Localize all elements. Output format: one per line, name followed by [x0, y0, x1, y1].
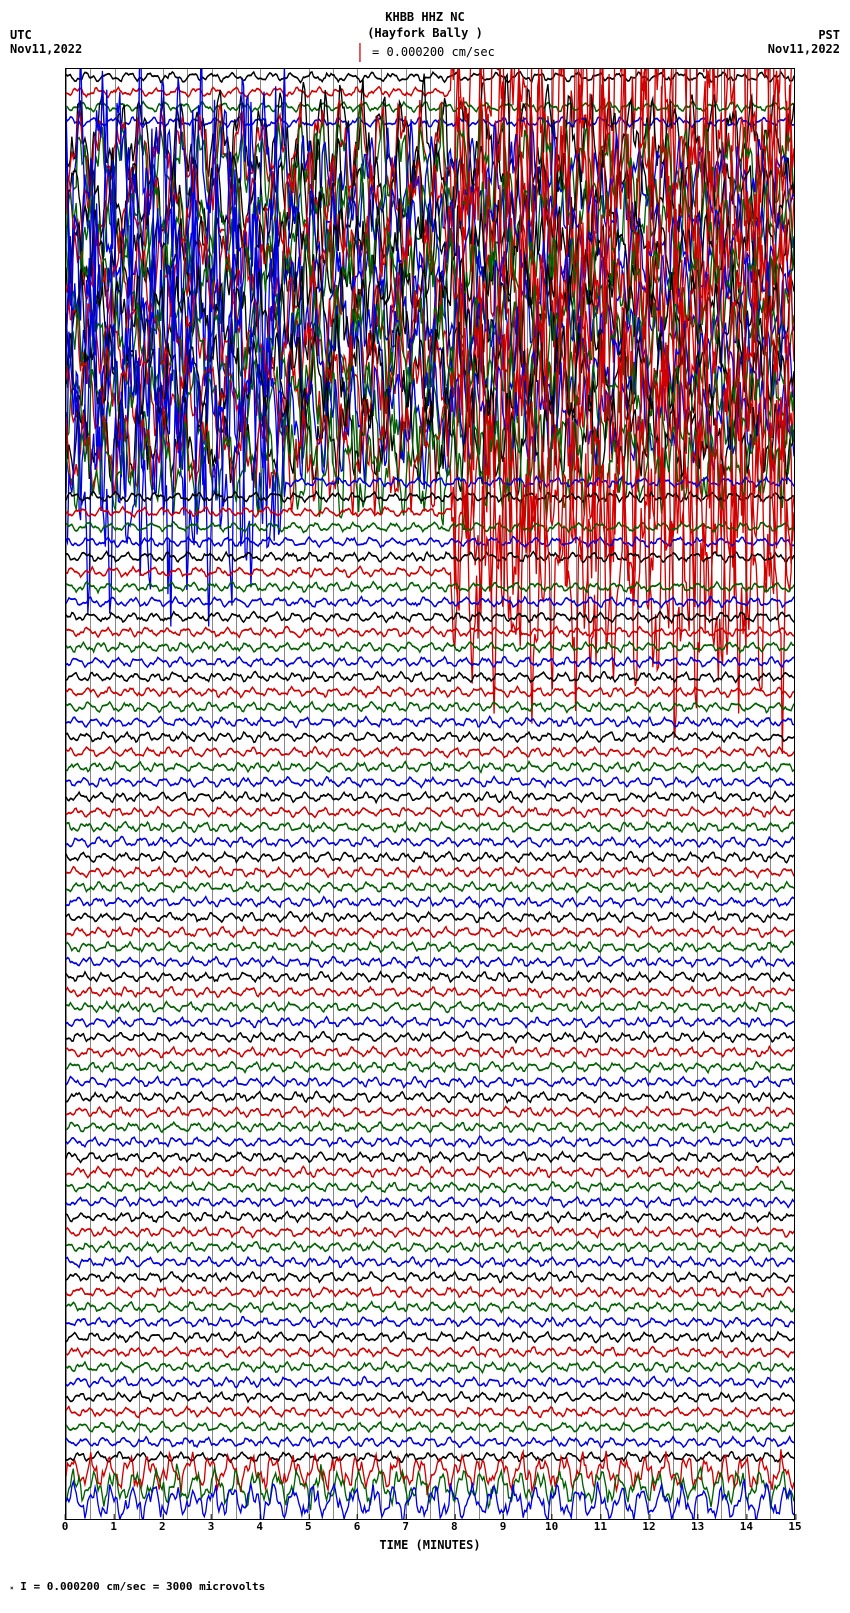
- x-tick: 14: [740, 1520, 753, 1533]
- station-line: KHBB HHZ NC: [10, 10, 840, 26]
- x-tick: 15: [788, 1520, 801, 1533]
- x-tick: 11: [594, 1520, 607, 1533]
- x-tick: 1: [110, 1520, 117, 1533]
- location-line: (Hayfork Bally ): [10, 26, 840, 42]
- x-axis: TIME (MINUTES) 0123456789101112131415: [65, 1520, 795, 1560]
- x-tick: 3: [208, 1520, 215, 1533]
- scale-text: = 0.000200 cm/sec: [372, 45, 495, 59]
- x-tick: 9: [500, 1520, 507, 1533]
- x-tick: 10: [545, 1520, 558, 1533]
- x-tick: 0: [62, 1520, 69, 1533]
- scale-indicator: │ = 0.000200 cm/sec: [10, 43, 840, 62]
- tz-left-date: Nov11,2022: [10, 42, 82, 56]
- x-tick: 4: [256, 1520, 263, 1533]
- x-tick: 13: [691, 1520, 704, 1533]
- tz-left-block: UTC Nov11,2022: [10, 28, 82, 56]
- x-axis-label: TIME (MINUTES): [379, 1538, 480, 1552]
- footer-text: = 0.000200 cm/sec = 3000 microvolts: [34, 1580, 266, 1593]
- seismogram-container: UTC Nov11,2022 PST Nov11,2022 KHBB HHZ N…: [10, 10, 840, 1593]
- tz-left-label: UTC: [10, 28, 82, 42]
- x-tick: 5: [305, 1520, 312, 1533]
- x-tick: 2: [159, 1520, 166, 1533]
- plot-frame: 08:0009:0010:0011:0012:0013:0014:0015:00…: [65, 68, 795, 1520]
- footer: × I = 0.000200 cm/sec = 3000 microvolts: [10, 1580, 840, 1593]
- x-tick: 12: [642, 1520, 655, 1533]
- tz-right-block: PST Nov11,2022: [768, 28, 840, 56]
- tz-right-date: Nov11,2022: [768, 42, 840, 56]
- tz-right-label: PST: [768, 28, 840, 42]
- x-tick: 8: [451, 1520, 458, 1533]
- trace: [66, 1402, 794, 1519]
- header: KHBB HHZ NC (Hayfork Bally ): [10, 10, 840, 41]
- plot-area: 08:0009:0010:0011:0012:0013:0014:0015:00…: [66, 69, 794, 1519]
- x-tick: 6: [354, 1520, 361, 1533]
- x-tick: 7: [402, 1520, 409, 1533]
